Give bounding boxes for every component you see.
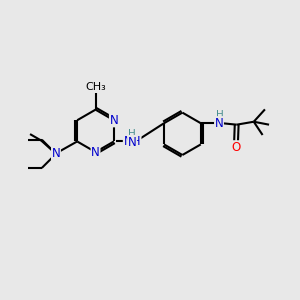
Text: N: N	[110, 114, 118, 127]
Text: N: N	[214, 117, 224, 130]
Text: O: O	[232, 141, 241, 154]
Text: H: H	[128, 128, 136, 139]
Text: NH: NH	[123, 135, 141, 148]
Text: N: N	[91, 146, 100, 159]
Text: CH₃: CH₃	[85, 82, 106, 92]
Text: N: N	[52, 147, 60, 160]
Text: H: H	[216, 110, 224, 120]
Text: N: N	[128, 136, 136, 148]
